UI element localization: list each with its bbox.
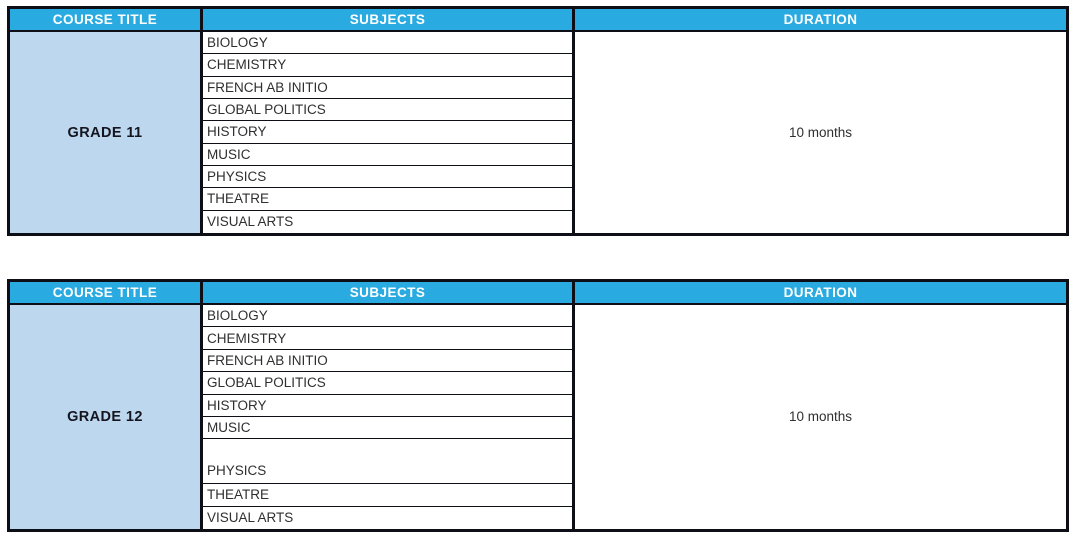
course-title-cell: GRADE 11 bbox=[10, 32, 203, 233]
subject-cell: BIOLOGY bbox=[203, 305, 575, 328]
header-course-title: COURSE TITLE bbox=[10, 282, 203, 305]
subject-cell: THEATRE bbox=[203, 188, 575, 211]
course-title-cell: GRADE 12 bbox=[10, 305, 203, 529]
subject-cell: MUSIC bbox=[203, 143, 575, 166]
subject-cell: THEATRE bbox=[203, 484, 575, 507]
subject-cell: VISUAL ARTS bbox=[203, 506, 575, 529]
course-table-grade-12: COURSE TITLE SUBJECTS DURATION GRADE 12 … bbox=[7, 279, 1069, 532]
subject-cell: PHYSICS bbox=[203, 166, 575, 189]
header-subjects: SUBJECTS bbox=[203, 9, 575, 32]
header-subjects: SUBJECTS bbox=[203, 282, 575, 305]
course-table-grade-11: COURSE TITLE SUBJECTS DURATION GRADE 11 … bbox=[7, 6, 1069, 236]
subject-cell: VISUAL ARTS bbox=[203, 210, 575, 233]
subject-cell: HISTORY bbox=[203, 394, 575, 417]
subject-cell: GLOBAL POLITICS bbox=[203, 372, 575, 395]
duration-cell: 10 months bbox=[788, 409, 853, 425]
subject-cell: PHYSICS bbox=[203, 439, 575, 485]
header-duration: DURATION bbox=[575, 282, 1066, 305]
subject-cell: CHEMISTRY bbox=[203, 327, 575, 350]
header-course-title: COURSE TITLE bbox=[10, 9, 203, 32]
subject-cell: FRENCH AB INITIO bbox=[203, 349, 575, 373]
subject-cell: HISTORY bbox=[203, 121, 575, 144]
subject-cell: MUSIC bbox=[203, 416, 575, 440]
subject-cell: GLOBAL POLITICS bbox=[203, 99, 575, 122]
duration-cell: 10 months bbox=[788, 125, 853, 140]
subject-cell: BIOLOGY bbox=[203, 32, 575, 55]
subject-cell: CHEMISTRY bbox=[203, 54, 575, 77]
header-duration: DURATION bbox=[575, 9, 1066, 32]
subject-cell: FRENCH AB INITIO bbox=[203, 76, 575, 99]
